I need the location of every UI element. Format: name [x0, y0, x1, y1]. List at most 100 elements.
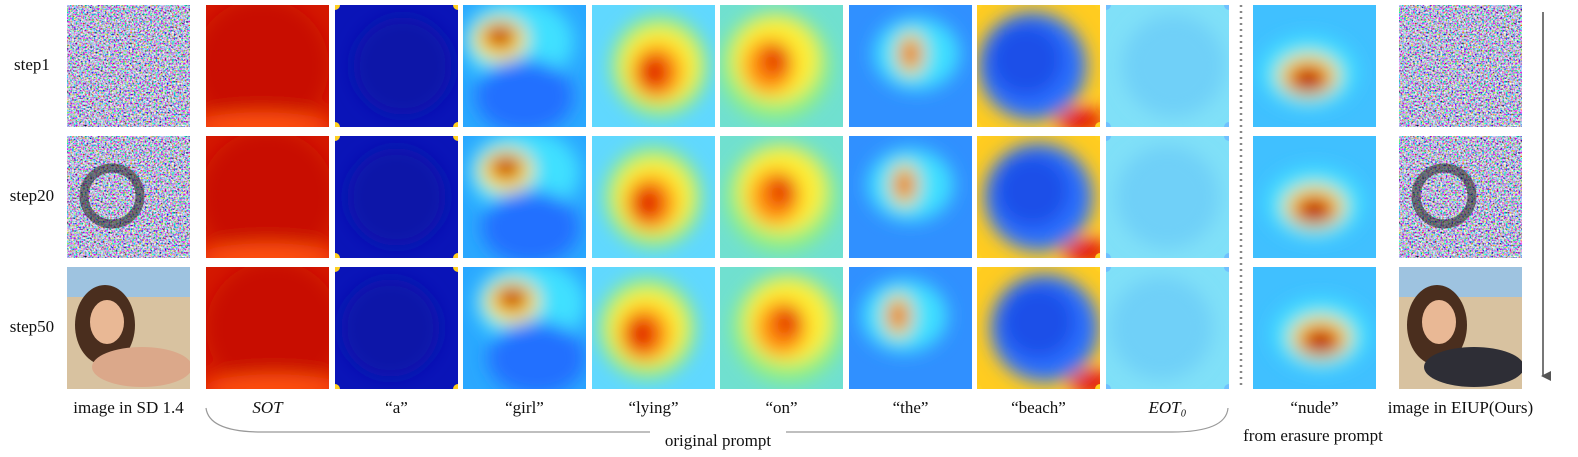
panel [67, 5, 190, 127]
heatmap-blob [481, 190, 580, 258]
heatmap-blob [989, 23, 1064, 97]
panel [977, 136, 1100, 258]
heatmap-blob [901, 39, 920, 69]
corner-spot [1095, 122, 1100, 127]
corner-spot [1095, 384, 1100, 389]
heatmap-blobs [353, 17, 452, 115]
corner-spot [977, 384, 982, 389]
heatmap-blobs [861, 279, 948, 353]
heatmap-blobs [610, 14, 709, 118]
heatmap-blob [353, 17, 452, 115]
panel [463, 267, 586, 389]
heatmap-blob [491, 28, 511, 43]
heatmap-blob [206, 243, 329, 258]
corner-spot [453, 267, 458, 272]
panel [67, 136, 190, 258]
heatmap-blob [889, 301, 907, 331]
photo-sky [67, 267, 190, 297]
column-label: EOT₀ [1147, 398, 1186, 417]
heatmap-blobs [867, 148, 954, 222]
heatmap-blob [632, 186, 663, 221]
heatmap-blob [1115, 145, 1220, 249]
panel [1253, 136, 1376, 258]
heatmap-blobs [726, 142, 837, 252]
corner-spot [1095, 267, 1100, 272]
corner-spot [977, 136, 982, 141]
column-label: SOT [252, 398, 284, 417]
photo-face [1422, 300, 1456, 344]
group-label: original prompt [665, 431, 772, 450]
heatmap-blob [1109, 276, 1214, 380]
heatmap-blob [995, 154, 1070, 228]
heatmap-blobs [1271, 297, 1370, 371]
heatmap-blob [487, 321, 586, 389]
panel [206, 5, 329, 127]
column-label: “girl” [505, 398, 544, 417]
panel [849, 5, 972, 127]
panel [463, 136, 586, 258]
row-label: step1 [14, 55, 50, 74]
heatmap-blob [769, 176, 794, 206]
panel [1399, 5, 1522, 127]
noise [67, 5, 190, 127]
column-label: “on” [765, 398, 797, 417]
panel [1106, 136, 1229, 258]
corner-spot [453, 136, 458, 141]
heatmap-blob [475, 59, 574, 127]
column-label: “a” [385, 398, 408, 417]
corner-spot [453, 253, 458, 258]
panel [1106, 5, 1229, 127]
panel [720, 5, 843, 127]
heatmap-blobs [978, 12, 1100, 127]
corner-spot [1106, 5, 1111, 10]
heatmap-blob [1069, 370, 1100, 389]
corner-spot [1224, 267, 1229, 272]
corner-spot [1224, 253, 1229, 258]
corner-spot [1106, 267, 1111, 272]
heatmap-blob [206, 374, 329, 389]
panel [720, 267, 843, 389]
heatmap-blob [1308, 334, 1333, 352]
heatmap-blobs [206, 136, 329, 258]
corner-spot [1106, 384, 1111, 389]
heatmap-blobs [984, 143, 1100, 258]
panel [592, 5, 715, 127]
heatmap-blob [206, 5, 329, 127]
heatmap-blob [895, 170, 913, 200]
column-label: “beach” [1011, 398, 1066, 417]
column-label: “lying” [628, 398, 678, 417]
corner-spot [453, 384, 458, 389]
panel [1106, 267, 1229, 389]
panel [849, 136, 972, 258]
corner-spot [1106, 253, 1111, 258]
heatmap-blob [763, 45, 788, 75]
column-label: “the” [893, 398, 929, 417]
row-label: step20 [10, 186, 54, 205]
panel [977, 267, 1100, 389]
corner-spot [1224, 5, 1229, 10]
corner-spot [1106, 122, 1111, 127]
corner-spot [1095, 253, 1100, 258]
heatmap-blobs [1265, 166, 1364, 240]
corner-spot [1106, 136, 1111, 141]
heatmap-blob [206, 112, 329, 127]
heatmap-blob [206, 267, 329, 389]
heatmap-blobs [347, 148, 446, 246]
heatmap-blob [1063, 239, 1100, 258]
heatmap-blobs [1109, 276, 1214, 380]
panel [1253, 5, 1376, 127]
column-label: image in SD 1.4 [73, 398, 184, 417]
corner-spot [977, 253, 982, 258]
photo-sky [1399, 267, 1522, 297]
panel [592, 136, 715, 258]
panel [720, 136, 843, 258]
photo-body [92, 347, 190, 387]
heatmap-blobs [598, 276, 697, 380]
noise [1399, 5, 1522, 127]
panel [1399, 136, 1522, 258]
panel [1399, 267, 1522, 389]
heatmap-blob [1296, 72, 1321, 90]
heatmap-blob [206, 136, 329, 258]
noise-shape [1411, 163, 1477, 229]
